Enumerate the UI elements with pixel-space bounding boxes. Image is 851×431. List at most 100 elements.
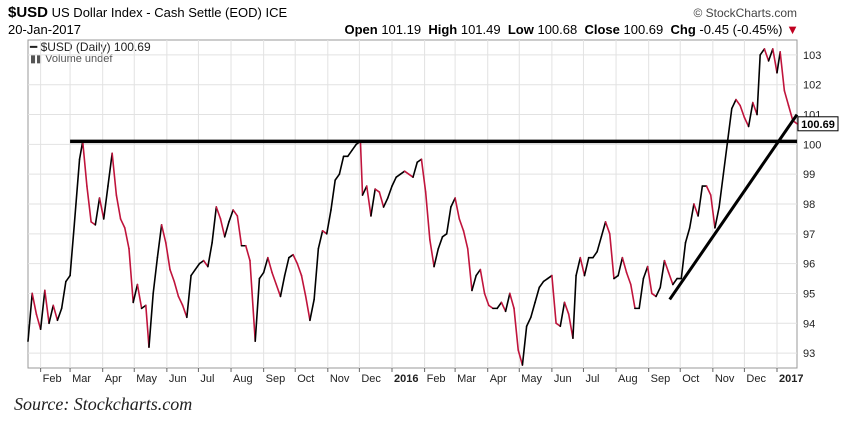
price-segment (378, 191, 385, 208)
price-segment (714, 206, 720, 229)
price-segment (207, 241, 213, 268)
price-segment (202, 259, 209, 268)
price-segment (625, 271, 632, 286)
y-tick-label: 95 (803, 288, 815, 300)
price-segment (672, 277, 678, 286)
last-value-label: 100.69 (801, 119, 835, 131)
watermark[interactable]: © StockCharts.com (693, 6, 797, 20)
price-segment (500, 301, 507, 313)
close-label: Close (584, 22, 620, 37)
price-segment (743, 116, 750, 128)
price-segment (412, 161, 419, 178)
open-label: Open (344, 22, 378, 37)
price-segment (521, 325, 528, 366)
price-segment (374, 188, 381, 193)
price-segment (709, 194, 716, 229)
price-segment (244, 244, 251, 262)
price-segment (351, 143, 358, 152)
x-tick-label: May (136, 373, 157, 385)
price-segment (466, 247, 473, 292)
price-segment (334, 173, 341, 181)
price-segment (592, 250, 598, 259)
price-segment (399, 170, 406, 175)
x-tick-label: Aug (233, 373, 253, 385)
price-segment (655, 286, 662, 298)
price-segment (44, 289, 50, 325)
price-segment (534, 286, 541, 304)
price-segment (596, 236, 603, 253)
price-segment (313, 247, 320, 301)
price-segment (271, 271, 278, 286)
price-segment (579, 256, 586, 277)
price-segment (783, 89, 790, 107)
price-segment (86, 185, 92, 223)
price-segment (538, 280, 545, 289)
price-segment (111, 152, 118, 196)
price-segment (73, 158, 81, 226)
price-segment (136, 283, 143, 310)
price-segment (300, 274, 307, 298)
x-tick-label: Mar (457, 373, 476, 385)
price-segment (575, 256, 582, 277)
price-segment (78, 140, 84, 161)
price-segment (279, 274, 286, 298)
volume-bars-icon: ▮▮ (30, 53, 43, 65)
price-segment (391, 176, 397, 187)
price-segment (779, 51, 786, 92)
price-segment (420, 158, 427, 193)
price-segment (475, 268, 482, 277)
support-trend-line (668, 113, 799, 301)
price-segment (148, 292, 154, 348)
price-segment (65, 274, 71, 283)
price-segment (102, 185, 109, 220)
price-segment (739, 104, 746, 119)
price-segment (330, 179, 336, 211)
price-segment (31, 292, 38, 316)
price-segment (190, 268, 197, 277)
price-segment (386, 185, 393, 199)
y-tick-label: 98 (803, 199, 815, 211)
price-segment (726, 107, 733, 143)
price-segment (525, 316, 532, 328)
close-value: 100.69 (623, 22, 664, 37)
price-segment (441, 233, 448, 238)
price-segment (705, 185, 712, 196)
price-segment (160, 224, 167, 244)
x-axis: Feb Mar Apr May Jun Jul Aug Sep Oct Nov Dec 2016 Feb… (40, 368, 803, 385)
price-segment (403, 170, 410, 175)
y-tick-label: 93 (803, 348, 815, 360)
price-segment (39, 289, 46, 331)
price-segment (759, 48, 766, 56)
price-segment (215, 206, 222, 220)
price-segment (462, 230, 469, 250)
x-tick-label: Apr (490, 373, 507, 385)
price-segment (186, 274, 192, 319)
price-segment (347, 149, 353, 158)
price-segment (433, 247, 440, 268)
price-segment (177, 295, 184, 307)
price-segment (663, 259, 670, 274)
price-segment (292, 253, 299, 265)
price-segment (267, 256, 273, 274)
price-segment (693, 203, 699, 217)
chart-date: 20-Jan-2017 (8, 22, 81, 37)
low-value: 100.68 (537, 22, 578, 37)
x-tick-label: Apr (105, 373, 122, 385)
down-triangle-icon: ▼ (786, 22, 799, 37)
price-segment (437, 236, 444, 250)
price-segment (646, 265, 653, 295)
price-segment (56, 307, 63, 322)
price-segment (600, 221, 607, 238)
price-segment (165, 241, 171, 271)
price-segment (69, 224, 76, 277)
y-tick-label: 100 (803, 139, 821, 151)
last-value-box (797, 116, 839, 132)
price-segment (684, 227, 691, 244)
high-value: 101.49 (460, 22, 501, 37)
price-segment (249, 259, 257, 342)
price-segment (572, 274, 577, 339)
price-segment (254, 277, 261, 342)
price-segment (617, 256, 624, 277)
price-segment (219, 218, 226, 238)
